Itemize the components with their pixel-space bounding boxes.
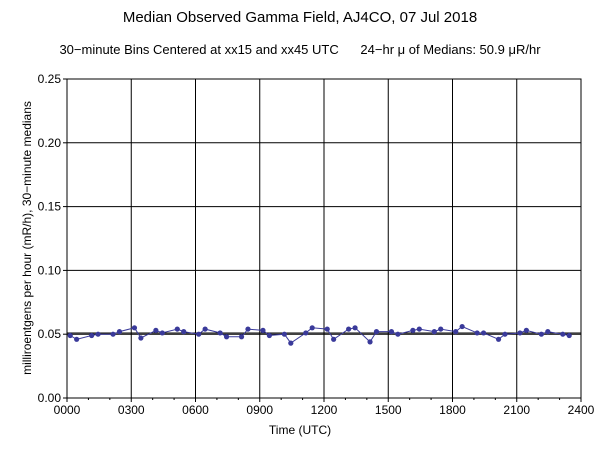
data-point: [181, 329, 187, 335]
data-point: [95, 331, 101, 337]
series-line: [69, 325, 570, 344]
data-point: [245, 326, 251, 332]
x-tick-label: 0000: [54, 403, 81, 417]
y-tick-label: 0.10: [38, 263, 62, 277]
data-point: [538, 331, 544, 337]
data-point: [474, 330, 480, 336]
data-point: [502, 331, 508, 337]
data-point: [223, 334, 230, 340]
data-point: [331, 336, 337, 342]
data-point: [545, 329, 551, 335]
data-point: [410, 327, 416, 333]
data-point: [373, 329, 380, 335]
data-point: [309, 325, 315, 331]
data-point: [89, 332, 95, 339]
data-point: [367, 339, 373, 345]
data-point: [517, 330, 523, 336]
data-point: [459, 323, 465, 330]
chart-subtitle: 30−minute Bins Centered at xx15 and xx45…: [59, 42, 541, 57]
data-point: [159, 330, 165, 336]
x-tick-label: 1500: [375, 403, 402, 417]
y-tick-label: 0.05: [38, 327, 62, 341]
y-tick-label: 0.00: [38, 391, 62, 405]
data-point: [260, 327, 266, 333]
x-axis-label: Time (UTC): [268, 423, 332, 437]
data-point: [266, 332, 272, 339]
x-tick-label: 2400: [568, 403, 595, 417]
data-point: [174, 326, 180, 332]
data-point: [138, 335, 144, 341]
data-point: [416, 326, 422, 332]
x-tick-label: 0900: [246, 403, 273, 417]
data-point: [238, 334, 245, 340]
data-point: [281, 331, 287, 337]
data-point: [303, 330, 309, 336]
data-point: [288, 340, 294, 346]
y-tick-label: 0.15: [38, 200, 62, 214]
data-point: [495, 336, 502, 342]
data-point: [196, 331, 202, 337]
x-tick-label: 0600: [182, 403, 209, 417]
data-point: [523, 327, 529, 333]
x-tick-label: 1800: [439, 403, 466, 417]
data-point: [346, 326, 352, 332]
data-point: [480, 330, 487, 336]
data-point: [352, 325, 358, 331]
data-point: [388, 329, 395, 335]
data-point: [74, 336, 80, 342]
data-point: [217, 330, 223, 336]
data-point: [566, 332, 572, 339]
chart-title: Median Observed Gamma Field, AJ4CO, 07 J…: [122, 9, 478, 26]
data-point: [324, 326, 330, 332]
data-point: [131, 325, 138, 331]
data-point: [110, 331, 116, 337]
data-point: [67, 332, 73, 339]
x-tick-label: 1200: [311, 403, 338, 417]
data-point: [153, 327, 159, 333]
data-point: [202, 326, 208, 332]
data-point: [453, 329, 459, 335]
data-point: [438, 326, 444, 332]
data-point: [395, 331, 401, 337]
y-tick-label: 0.25: [38, 72, 62, 86]
y-tick-label: 0.20: [38, 136, 62, 150]
data-point: [431, 329, 437, 335]
x-tick-label: 0300: [118, 403, 145, 417]
x-tick-label: 2100: [503, 403, 530, 417]
data-point: [116, 329, 123, 335]
data-point: [560, 331, 566, 337]
